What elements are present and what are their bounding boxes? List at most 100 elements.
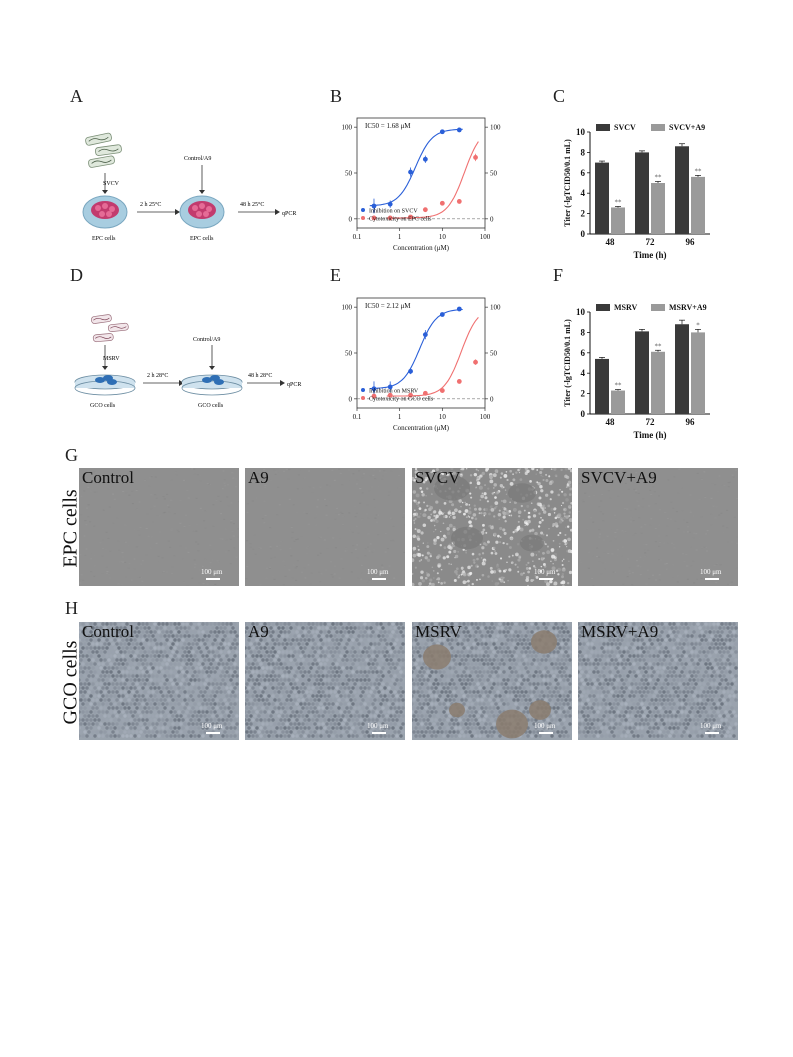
texture (307, 564, 310, 566)
cell (321, 706, 325, 710)
texture (128, 494, 131, 496)
texture (357, 577, 360, 579)
cell (464, 698, 468, 702)
cell (135, 698, 139, 702)
cell (289, 730, 293, 734)
cell (187, 634, 191, 638)
cell (319, 686, 323, 690)
cell (379, 726, 383, 730)
cell (474, 702, 478, 706)
texture (270, 557, 273, 559)
texture (368, 579, 371, 581)
cell-debris (433, 514, 436, 517)
cell (460, 698, 464, 702)
cell (418, 630, 422, 634)
scale-bar (372, 732, 386, 734)
cell (385, 722, 389, 726)
texture (373, 498, 376, 500)
cell (367, 702, 371, 706)
cell (488, 666, 492, 670)
cell (544, 666, 548, 670)
cell-debris (434, 528, 437, 531)
cell (528, 642, 532, 646)
texture (221, 488, 224, 490)
cell-debris (483, 514, 486, 517)
cell (558, 702, 562, 706)
cell (373, 706, 377, 710)
cell (155, 666, 159, 670)
texture (296, 538, 299, 540)
cell-debris (502, 528, 506, 532)
cell (235, 642, 239, 646)
cell-debris (430, 513, 433, 516)
cell (359, 678, 363, 682)
cell-debris (433, 524, 436, 527)
data-point (439, 388, 445, 393)
cell (412, 698, 416, 702)
cell (139, 650, 143, 654)
cell (395, 662, 399, 666)
texture (350, 552, 353, 554)
cell (327, 622, 331, 626)
cell (213, 718, 217, 722)
cell (299, 622, 303, 626)
cell (143, 642, 147, 646)
cell-debris (480, 494, 485, 499)
cell-debris (516, 552, 519, 555)
cell (191, 634, 195, 638)
cell (355, 678, 359, 682)
texture (334, 518, 337, 520)
texture (199, 480, 202, 482)
cell (389, 682, 393, 686)
cell (235, 650, 239, 654)
cell (462, 670, 466, 674)
texture (170, 479, 173, 481)
cell (91, 658, 95, 662)
cell (287, 622, 291, 626)
cell (307, 718, 311, 722)
cell (235, 666, 239, 670)
bar (595, 162, 609, 234)
cell (393, 682, 397, 686)
cell (163, 642, 167, 646)
cell (163, 722, 167, 726)
cell-debris (564, 474, 568, 479)
cell-debris (448, 550, 452, 554)
cell (183, 690, 187, 694)
cell-debris (499, 476, 502, 479)
cell-debris (553, 468, 557, 471)
cell (359, 662, 363, 666)
texture (396, 487, 399, 489)
cell (560, 642, 564, 646)
texture (676, 581, 679, 583)
cell (317, 658, 321, 662)
cell (456, 658, 460, 662)
cell (129, 718, 133, 722)
cell-debris (449, 546, 453, 550)
cell (97, 646, 101, 650)
cell (277, 682, 281, 686)
cell-debris (453, 512, 456, 515)
cell (353, 698, 357, 702)
cell (434, 710, 438, 714)
texture (196, 474, 199, 476)
cell (275, 702, 279, 706)
cell (430, 702, 434, 706)
cell (165, 694, 169, 698)
cell (245, 734, 247, 738)
texture (139, 576, 142, 578)
cell (462, 654, 466, 658)
cell (91, 634, 95, 638)
cell (229, 662, 233, 666)
cell (502, 662, 506, 666)
cell (558, 686, 562, 690)
texture (604, 477, 607, 479)
cell (391, 726, 395, 730)
cell (391, 630, 395, 634)
cell (391, 710, 395, 714)
cell (299, 710, 303, 714)
texture (165, 571, 168, 573)
cell (225, 678, 229, 682)
cell-debris (476, 565, 479, 568)
